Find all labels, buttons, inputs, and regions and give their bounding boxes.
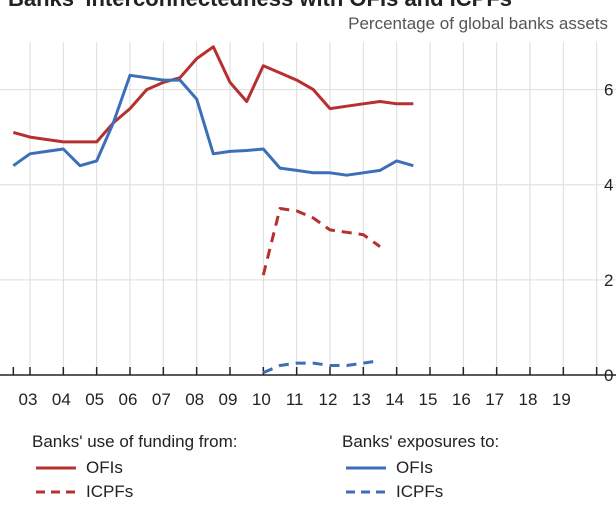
x-tick-label: 13	[352, 390, 371, 409]
x-tick-label: 03	[19, 390, 38, 409]
x-tick-label: 07	[152, 390, 171, 409]
unit-label: Percentage of global banks assets	[348, 14, 608, 33]
x-tick-label: 18	[519, 390, 538, 409]
red-solid-line-icon	[36, 466, 76, 470]
line-chart: 02460304050607080910111213141516171819	[0, 42, 616, 409]
x-tick-label: 11	[286, 390, 304, 409]
y-tick-label: 2	[604, 271, 613, 290]
chart-title: Banks' interconnectedness with OFIs and …	[8, 0, 512, 12]
series-line-exposures-icpfs	[262, 359, 381, 374]
x-tick-label: 10	[252, 390, 271, 409]
series-line-funding-ofis	[12, 45, 414, 144]
series-line-exposures-ofis	[12, 73, 414, 177]
x-tick-label: 12	[319, 390, 338, 409]
x-tick-label: 05	[85, 390, 104, 409]
legend-label-exposures-ofis: OFIs	[396, 458, 433, 477]
x-tick-label: 15	[419, 390, 438, 409]
chart-title-area: Banks' interconnectedness with OFIs and …	[0, 0, 616, 12]
legend-exposures-title: Banks' exposures to:	[342, 432, 500, 451]
legend-item-exposures-icpfs: ICPFs	[342, 480, 499, 504]
blue-dashed-line-icon	[346, 490, 386, 494]
legend-item-funding-ofis: OFIs	[32, 456, 237, 480]
x-tick-label: 04	[52, 390, 71, 409]
x-tick-label: 09	[219, 390, 238, 409]
y-tick-label: 6	[604, 81, 613, 100]
blue-solid-line-icon	[346, 466, 386, 470]
x-tick-label: 19	[552, 390, 571, 409]
legend-item-exposures-ofis: OFIs	[342, 456, 499, 480]
legend-exposures: Banks' exposures to: OFIs ICPFs	[342, 432, 499, 504]
red-dashed-line-icon	[36, 490, 76, 494]
legend-funding-title: Banks' use of funding from:	[32, 432, 238, 451]
x-tick-label: 14	[385, 390, 404, 409]
x-tick-label: 08	[185, 390, 204, 409]
legend-funding: Banks' use of funding from: OFIs ICPFs	[32, 432, 237, 504]
x-tick-label: 17	[485, 390, 504, 409]
legend-label-funding-ofis: OFIs	[86, 458, 123, 477]
series-line-funding-icpfs	[261, 207, 381, 276]
legend-item-funding-icpfs: ICPFs	[32, 480, 237, 504]
y-tick-label: 4	[604, 176, 613, 195]
legend-label-exposures-icpfs: ICPFs	[396, 482, 444, 501]
x-tick-label: 06	[119, 390, 138, 409]
x-tick-label: 16	[452, 390, 471, 409]
legend-label-funding-icpfs: ICPFs	[86, 482, 134, 501]
